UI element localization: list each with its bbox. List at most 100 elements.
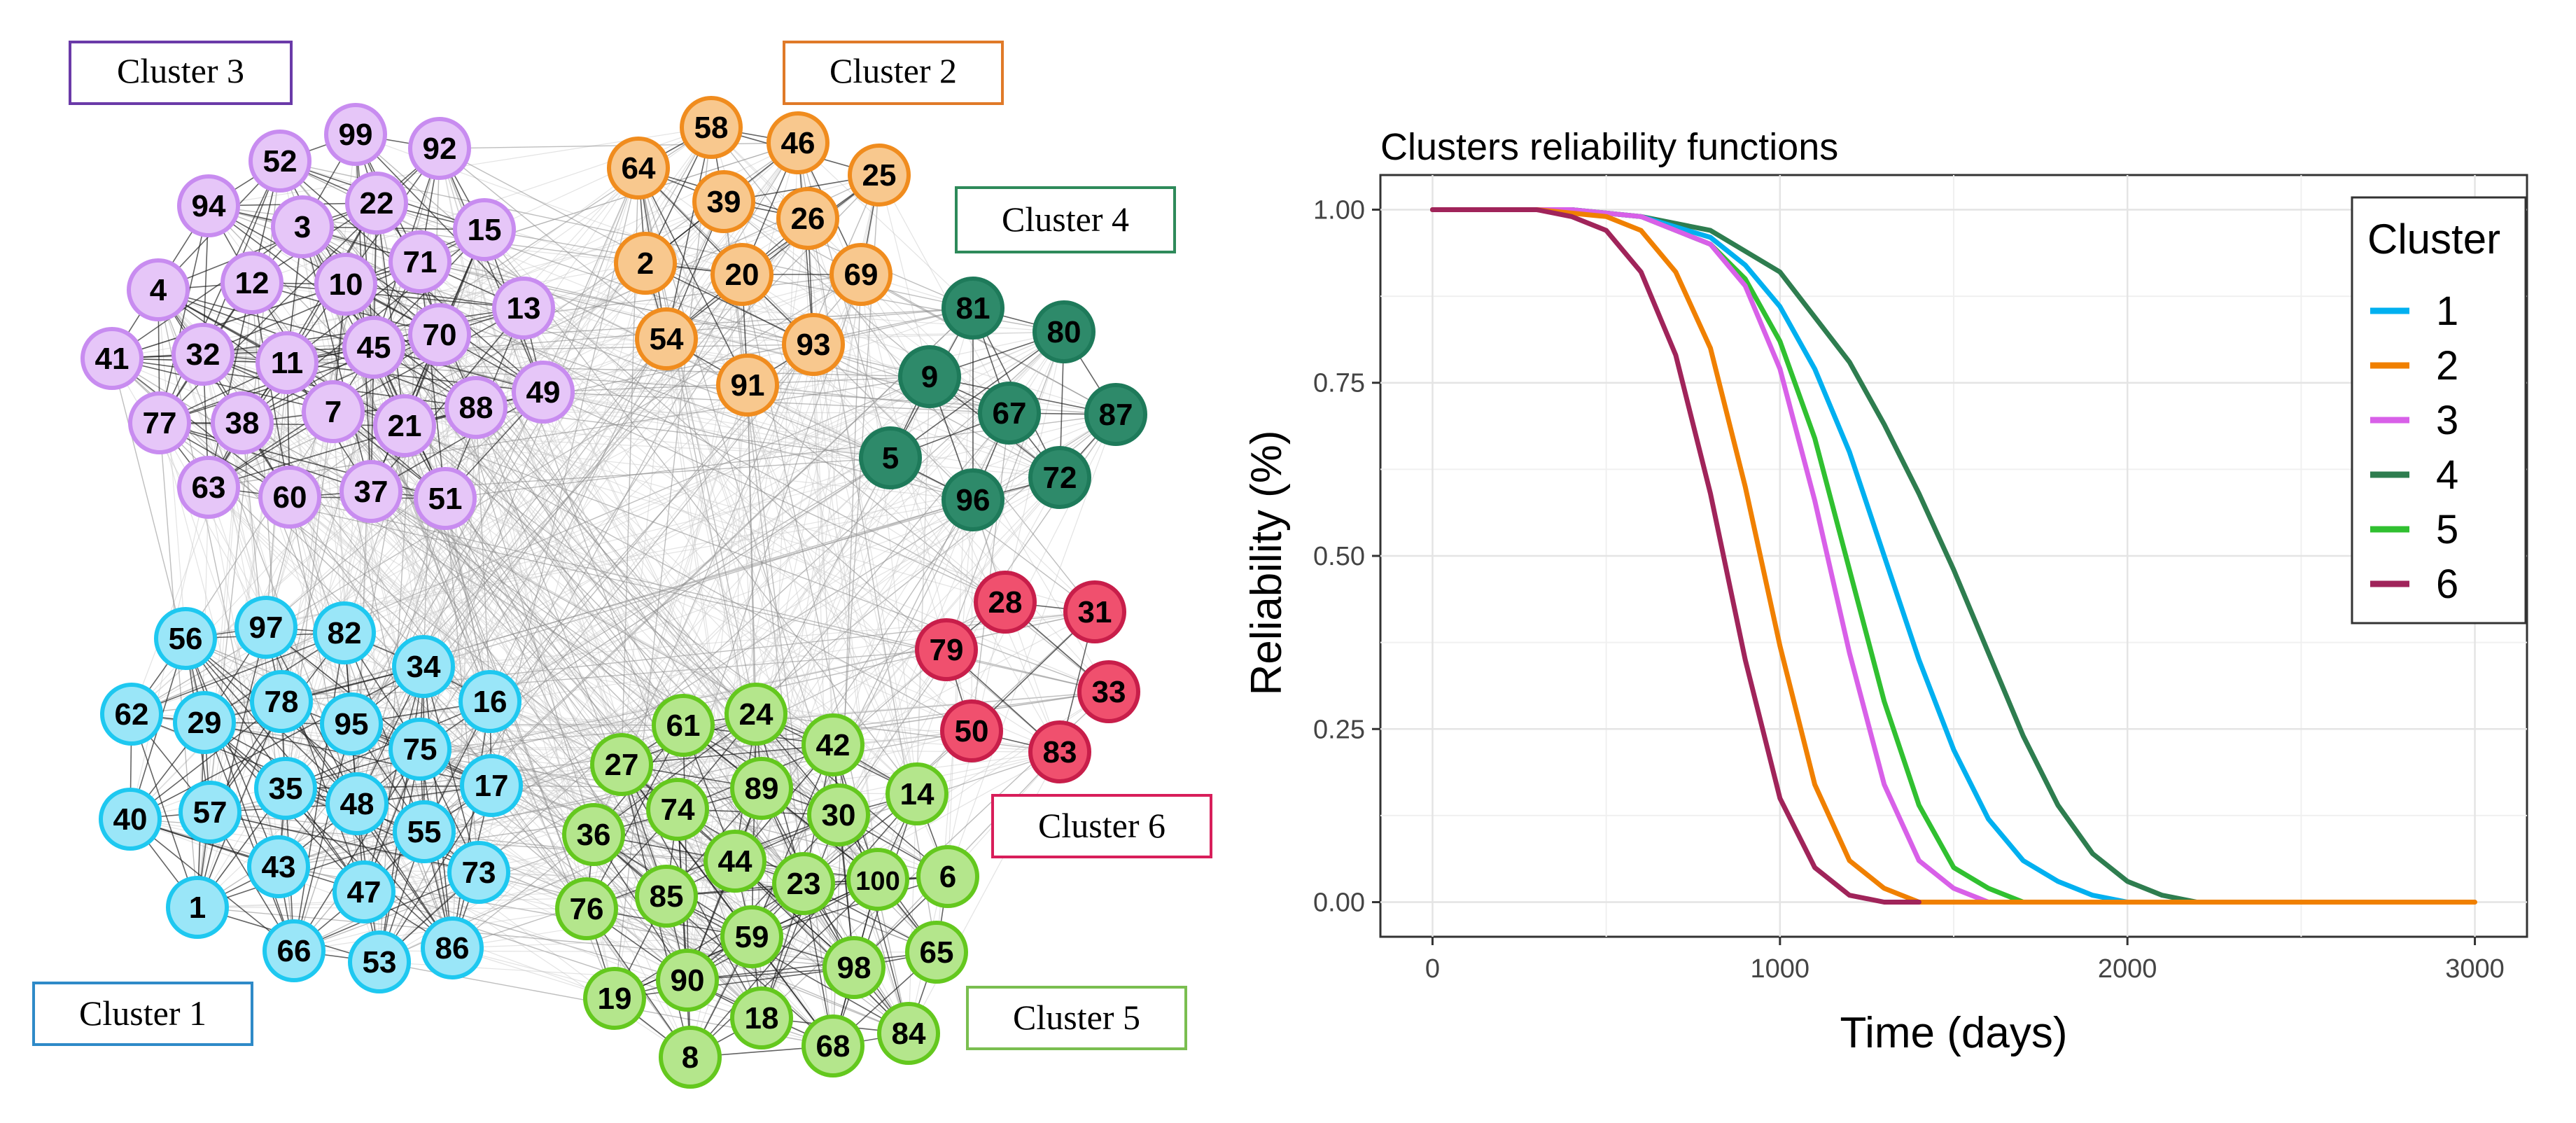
legend-item-cluster-2: 2 — [2370, 343, 2458, 389]
node-circle — [173, 691, 236, 754]
node-circle — [710, 243, 774, 306]
node-circle — [254, 757, 317, 820]
node-circle — [342, 316, 405, 379]
node-circle — [154, 607, 217, 670]
cluster-1-label: Cluster 1 — [32, 982, 253, 1046]
node-label: 21 — [388, 409, 422, 443]
node-circle — [220, 251, 284, 314]
node-label: 87 — [1099, 398, 1133, 432]
node-circle — [916, 845, 979, 908]
node-label: 89 — [745, 772, 779, 806]
node-31: 31 — [1063, 580, 1126, 643]
x-tick-label: 3000 — [2445, 954, 2505, 984]
node-circle — [704, 830, 766, 893]
network-edge — [302, 226, 372, 492]
node-circle — [324, 103, 387, 166]
node-43: 43 — [247, 835, 310, 898]
node-69: 69 — [830, 243, 892, 306]
node-circle — [583, 967, 646, 1030]
network-edge — [158, 202, 377, 291]
node-label: 26 — [791, 202, 825, 236]
legend-label: 5 — [2436, 507, 2458, 552]
network-edge — [690, 793, 918, 1058]
node-circle — [234, 596, 298, 659]
network-edge — [332, 411, 804, 884]
node-circle — [408, 117, 471, 180]
node-14: 14 — [886, 762, 948, 825]
node-circle — [178, 781, 241, 844]
network-edge — [751, 876, 948, 937]
node-label: 85 — [650, 879, 684, 914]
node-circle — [458, 670, 522, 733]
node-label: 56 — [169, 622, 203, 656]
network-edge — [286, 362, 544, 393]
node-26: 26 — [776, 187, 839, 250]
node-24: 24 — [724, 683, 788, 746]
node-57: 57 — [178, 781, 241, 844]
node-circle — [172, 323, 234, 386]
node-label: 15 — [468, 213, 502, 247]
node-label: 35 — [269, 772, 303, 806]
network-edge — [542, 391, 891, 459]
node-16: 16 — [458, 670, 522, 733]
network-edge — [947, 307, 974, 877]
network-edge — [111, 358, 334, 412]
network-edge — [484, 229, 972, 732]
node-37: 37 — [340, 460, 402, 523]
network-edge — [542, 201, 724, 393]
node-label: 59 — [735, 920, 769, 954]
node-circle — [886, 762, 948, 825]
node-96: 96 — [941, 468, 1004, 531]
node-label: 77 — [143, 406, 177, 440]
network-edge — [111, 226, 303, 359]
network-edge — [363, 666, 424, 893]
node-circle — [444, 376, 507, 439]
node-circle — [848, 144, 911, 207]
node-82: 82 — [313, 601, 376, 664]
cluster-5-label: Cluster 5 — [966, 986, 1187, 1050]
node-label: 20 — [725, 258, 760, 292]
node-10: 10 — [314, 253, 377, 316]
network-edge — [202, 261, 421, 355]
node-circle — [388, 718, 451, 781]
network-edge — [185, 638, 295, 951]
node-51: 51 — [414, 467, 477, 530]
node-label: 92 — [423, 132, 457, 166]
x-tick-label: 1000 — [1751, 954, 1810, 984]
network-edge — [797, 142, 1060, 753]
network-edge — [439, 148, 688, 981]
node-81: 81 — [941, 277, 1004, 340]
network-edge — [131, 713, 198, 908]
node-label: 7 — [325, 395, 342, 429]
node-52: 52 — [248, 130, 312, 193]
node-label: 61 — [666, 709, 701, 743]
network-edge — [355, 134, 374, 348]
network-edge — [208, 344, 814, 488]
node-23: 23 — [772, 852, 835, 915]
network-edge — [593, 834, 834, 1047]
network-edge — [370, 491, 878, 880]
node-32: 32 — [172, 323, 234, 386]
network-edge — [690, 879, 878, 1058]
network-edge — [373, 347, 909, 1034]
node-54: 54 — [635, 307, 698, 370]
node-label: 39 — [707, 185, 741, 219]
network-edge — [404, 425, 762, 1019]
node-circle — [247, 835, 310, 898]
reliability-chart: Clusters reliability functions 0.000.250… — [1242, 126, 2528, 1057]
node-label: 31 — [1078, 595, 1112, 629]
node-circle — [250, 670, 313, 733]
node-label: 79 — [930, 633, 964, 667]
node-circle — [414, 467, 477, 530]
node-circle — [941, 468, 1004, 531]
network-edge — [451, 701, 491, 949]
y-tick-label: 1.00 — [1313, 195, 1365, 225]
node-circle — [974, 571, 1037, 634]
chart-legend: Cluster 1 2 3 4 5 6 — [2351, 196, 2527, 625]
network-edge — [204, 722, 453, 949]
network-edge — [444, 498, 972, 732]
node-29: 29 — [173, 691, 236, 754]
node-label: 11 — [271, 346, 304, 380]
node-circle — [447, 841, 510, 904]
network-edge — [419, 261, 878, 880]
